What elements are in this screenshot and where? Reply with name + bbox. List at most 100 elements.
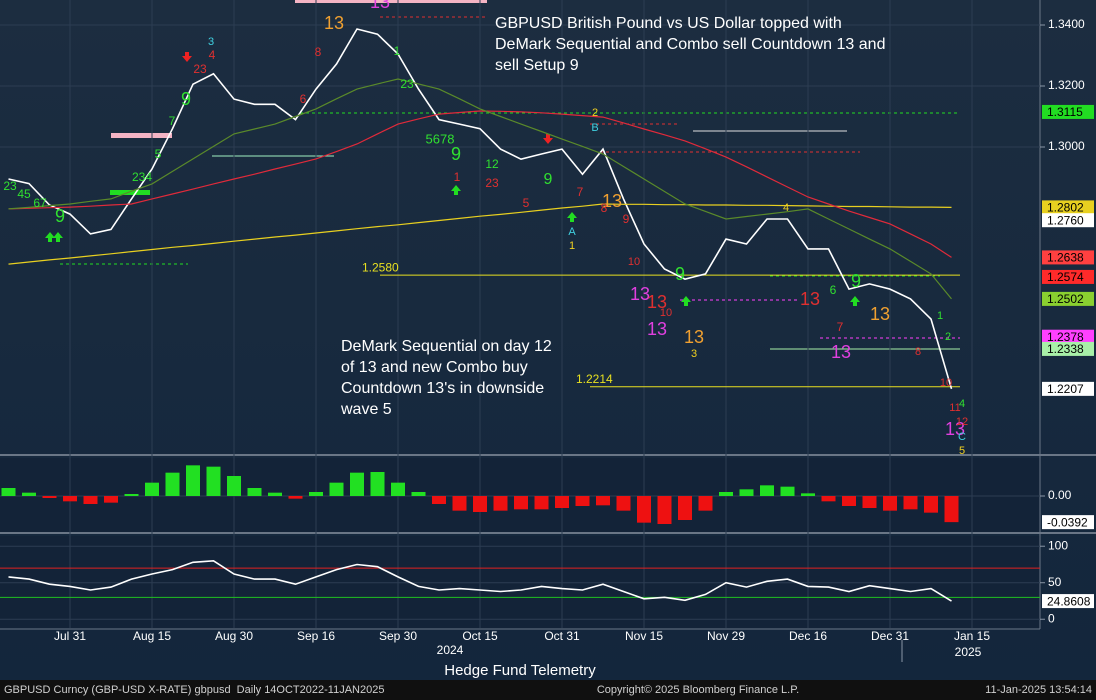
- demark-count: 13: [630, 284, 650, 304]
- demark-count: 2: [945, 331, 951, 343]
- demark-count: 9: [451, 144, 461, 164]
- demark-count: 7: [837, 320, 844, 334]
- x-tick-label: Oct 31: [544, 629, 580, 643]
- demark-count: 13: [684, 327, 704, 347]
- histogram-bar: [637, 496, 651, 523]
- footer-center: Copyright© 2025 Bloomberg Finance L.P.: [597, 684, 799, 696]
- histogram-bar: [124, 494, 139, 496]
- demark-count: 5: [523, 196, 530, 210]
- value-box: [1042, 269, 1094, 284]
- histogram-bar: [575, 496, 590, 506]
- x-tick-label: Nov 15: [625, 629, 663, 643]
- rsi-panel: [0, 536, 1040, 628]
- value-box: [1042, 381, 1094, 396]
- histogram-bar: [370, 472, 385, 496]
- demark-count: 1: [937, 310, 943, 322]
- value-box: [1042, 104, 1094, 119]
- year-label: 2025: [955, 645, 982, 659]
- demark-count: 8: [915, 346, 921, 358]
- demark-count: 1: [454, 170, 461, 184]
- demark-count: 12: [956, 416, 968, 428]
- annotation: GBPUSD British Pound vs US Dollar topped…: [495, 15, 842, 32]
- x-tick-label: Dec 31: [871, 629, 909, 643]
- histogram-bar: [145, 482, 159, 496]
- y-tick-label: 0.00: [1048, 488, 1072, 502]
- histogram-bar: [83, 496, 98, 504]
- value-box: [1042, 341, 1094, 356]
- histogram-bar: [165, 472, 180, 496]
- x-tick-label: Nov 29: [707, 629, 745, 643]
- footer-left: GBPUSD Curncy (GBP-USD X-RATE) gbpusd Da…: [4, 684, 384, 696]
- histogram-bar: [657, 496, 672, 524]
- histogram-bar: [719, 492, 733, 496]
- histogram-bar: [780, 486, 795, 496]
- value-box: [1042, 329, 1094, 344]
- footer-right: 11-Jan-2025 13:54:14: [985, 684, 1092, 696]
- highlight-bar: [110, 190, 150, 195]
- demark-count: 13: [870, 304, 890, 324]
- histogram-bar: [596, 496, 610, 506]
- value-box: [1042, 515, 1094, 530]
- demark-count: 13: [602, 191, 622, 211]
- x-tick-label: Aug 30: [215, 629, 253, 643]
- demark-count: 3: [691, 348, 697, 360]
- value-box-label: 1.2760: [1047, 213, 1084, 227]
- demark-count: 5: [959, 445, 965, 457]
- demark-count: 4: [783, 202, 789, 214]
- highlight-bar: [295, 0, 487, 3]
- demark-count: 4: [959, 398, 965, 410]
- value-box: [1042, 213, 1094, 228]
- demark-count: 13: [647, 319, 667, 339]
- histogram-bar: [432, 496, 446, 504]
- annotation: DeMark Sequential and Combo sell Countdo…: [495, 36, 885, 53]
- value-box-label: 1.2338: [1047, 342, 1084, 356]
- demark-count: 9: [55, 206, 65, 226]
- x-tick-label: Jul 31: [54, 629, 86, 643]
- series-line: [8, 203, 952, 265]
- histogram-bar: [924, 496, 938, 513]
- demark-count: 10: [628, 256, 640, 268]
- histogram-bar: [227, 476, 241, 496]
- histogram-bar: [903, 496, 918, 510]
- histogram-bar: [534, 496, 549, 510]
- histogram-bar: [698, 496, 713, 511]
- value-box-label: 1.3115: [1047, 105, 1083, 119]
- demark-count: 4: [209, 48, 216, 62]
- histogram-bar: [329, 482, 344, 496]
- demark-count: 13: [945, 419, 965, 439]
- value-box-label: 1.2638: [1047, 251, 1084, 265]
- annotation: wave 5: [340, 401, 392, 418]
- demark-count: 9: [544, 171, 553, 188]
- demark-count: 9: [851, 271, 861, 291]
- value-box-label: 1.2502: [1047, 292, 1084, 306]
- demark-count: 9: [623, 212, 630, 226]
- demark-count: 13: [647, 292, 667, 312]
- demark-count: 7: [577, 185, 584, 199]
- histogram-bar: [473, 496, 487, 512]
- x-tick-label: Dec 16: [789, 629, 827, 643]
- demark-count: 7: [169, 114, 176, 128]
- demark-count: 9: [181, 89, 191, 109]
- y-tick-label: 1.3400: [1048, 17, 1085, 31]
- demark-count: 2: [592, 107, 598, 119]
- demark-count: B: [591, 122, 598, 134]
- histogram-bar: [514, 496, 528, 510]
- value-box-label: -0.0392: [1047, 515, 1088, 529]
- histogram-bar: [760, 485, 774, 496]
- y-tick-label: 0: [1048, 611, 1055, 625]
- histogram-bar: [1, 488, 16, 496]
- value-box-label: 24.8608: [1047, 594, 1091, 608]
- series-line: [8, 28, 953, 390]
- x-tick-label: Sep 16: [297, 629, 335, 643]
- histogram-bar: [63, 496, 77, 502]
- demark-count: 67: [33, 196, 47, 210]
- histogram-bar: [206, 466, 221, 496]
- value-box: [1042, 200, 1094, 215]
- histogram-bar: [739, 489, 754, 496]
- demark-count: 8: [601, 201, 608, 215]
- demark-count: 23: [193, 62, 207, 76]
- histogram-bar: [821, 496, 836, 502]
- histogram-bar: [288, 496, 303, 499]
